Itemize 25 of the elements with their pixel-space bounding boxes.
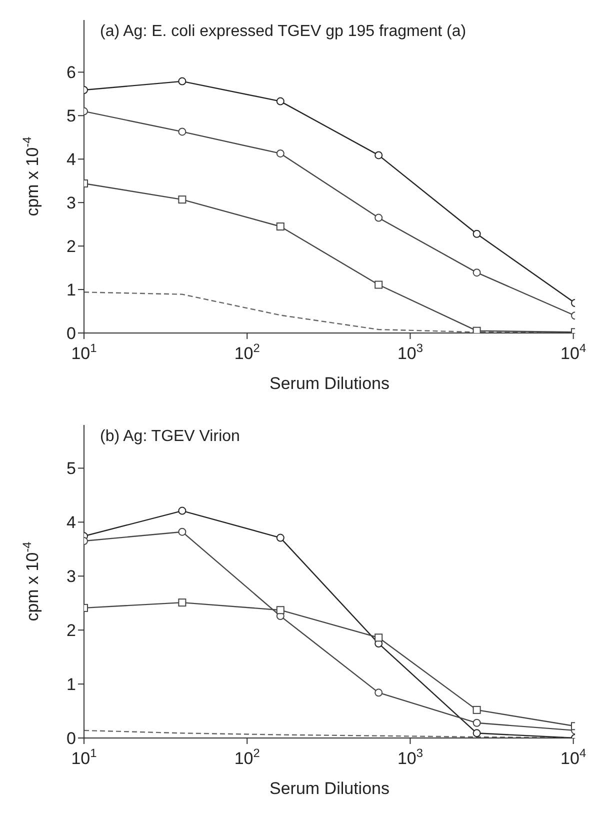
y-tick-label: 1 [66, 675, 76, 694]
y-tick-label: 4 [66, 513, 76, 532]
y-tick-label: 4 [66, 150, 76, 170]
y-tick-label: 1 [66, 280, 76, 300]
y-tick-label: 0 [66, 324, 76, 344]
y-tick-label: 2 [66, 621, 76, 640]
x-tick-label: 10$^{1}$ [71, 341, 98, 363]
y-tick-label: 6 [66, 63, 76, 82]
x-tick-label: 10$^{4}$ [560, 746, 586, 768]
x-tick-label: 10$^{2}$ [234, 746, 260, 768]
y-tick-label: 2 [66, 237, 76, 256]
x-tick-label: 10$^{1}$ [71, 746, 98, 768]
x-tick-label: 10$^{3}$ [397, 341, 424, 363]
chart-title: (b) Ag: TGEV Virion [100, 427, 241, 446]
chart-title: (a) Ag: E. coli expressed TGEV gp 195 fragment (a) [100, 22, 468, 41]
x-tick-label: 10$^{3}$ [397, 746, 424, 768]
y-tick-label: 3 [66, 194, 76, 213]
y-tick-label: 5 [66, 106, 76, 126]
y-tick-label: 3 [66, 567, 76, 586]
x-axis-title: Serum Dilutions [270, 779, 390, 798]
x-tick-label: 10$^{2}$ [234, 341, 260, 363]
x-axis-title: Serum Dilutions [270, 374, 390, 393]
x-tick-label: 10$^{4}$ [560, 341, 586, 363]
y-tick-label: 5 [66, 459, 76, 478]
y-tick-label: 0 [66, 729, 76, 748]
